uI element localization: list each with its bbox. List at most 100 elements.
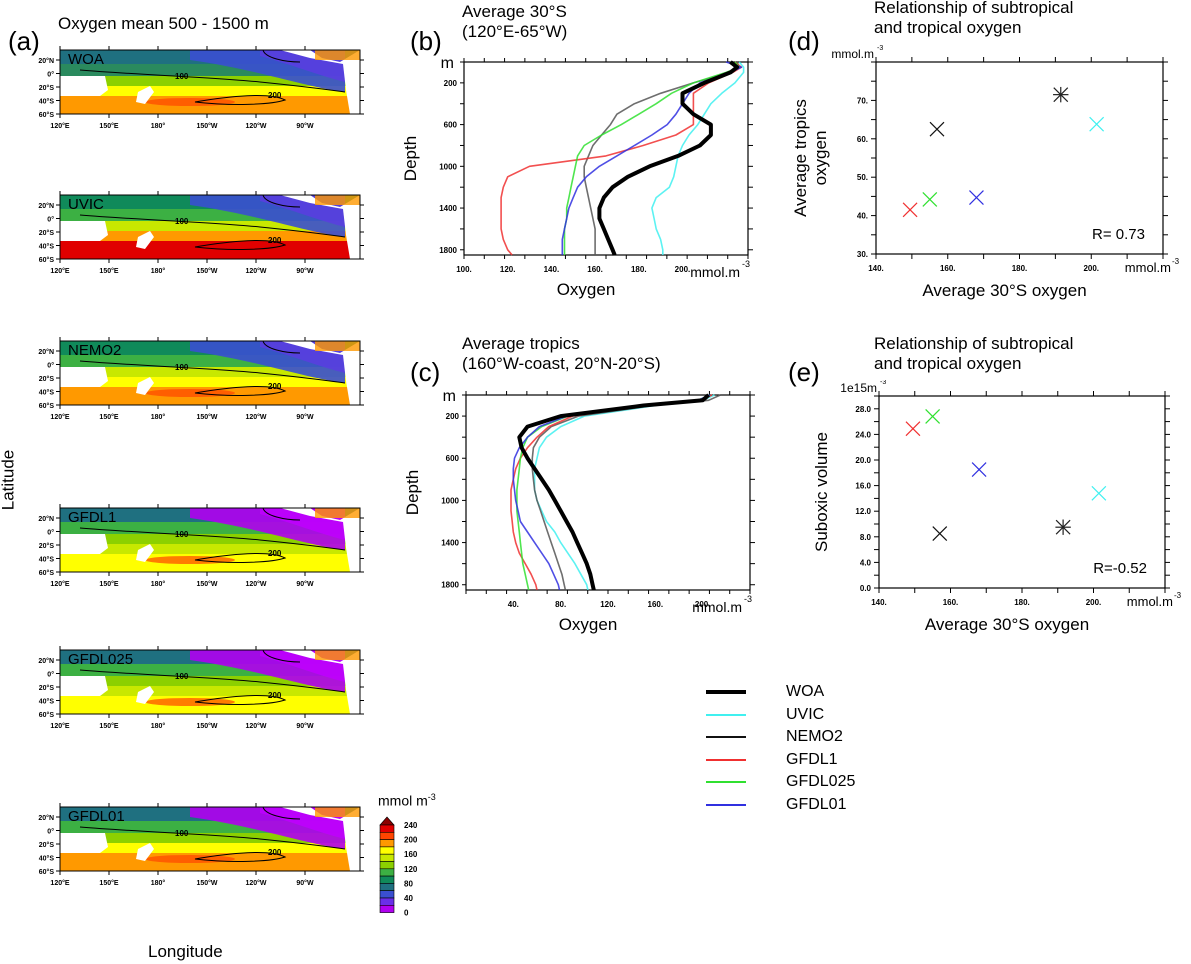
- map-lat-tick-label: 20°S: [39, 542, 55, 550]
- legend-label: GFDL01: [786, 795, 847, 813]
- panel-label-a: (a): [8, 26, 40, 56]
- x-tick-label: 140.: [868, 264, 884, 273]
- data-point-uvic: [1089, 116, 1105, 132]
- legend-swatch: [706, 803, 746, 806]
- map-lat-tick-label: 0°: [47, 71, 54, 79]
- map-lat-tick-label: 20°N: [38, 202, 54, 210]
- x-tick-label: 160.: [943, 598, 959, 607]
- map-oxygen-band: [60, 833, 360, 843]
- map-lon-tick-label: 150°W: [196, 580, 217, 588]
- land-south-america: [343, 64, 360, 114]
- contour-omz: [262, 806, 301, 820]
- colorbar-segment: [379, 875, 395, 884]
- marker-stroke: [969, 190, 984, 205]
- y-tick-label: 20.0: [855, 456, 871, 465]
- map-oxygen-band: [60, 76, 360, 86]
- contour-200: [194, 553, 287, 563]
- x-tick-label: 200.: [675, 265, 691, 274]
- contour-label-200: 200: [268, 91, 282, 100]
- colorbar-segment: [379, 831, 395, 840]
- map-lat-tick-label: 60°S: [39, 569, 55, 577]
- panel-c-title-line2: (160°W-coast, 20°N-20°S): [462, 354, 661, 373]
- x-tick-label: 180.: [1014, 598, 1030, 607]
- y-unit-label: m: [441, 55, 454, 72]
- panel-e-title-line2: and tropical oxygen: [874, 354, 1022, 373]
- map-high-oxygen-patch: [145, 855, 235, 863]
- land-south-america: [343, 821, 360, 871]
- data-point-nemo2: [932, 526, 948, 542]
- x-unit-superscript: -3: [744, 594, 752, 604]
- map-lat-tick-label: 0°: [47, 671, 54, 679]
- map-x-axis-label: Longitude: [148, 942, 223, 961]
- land-australia: [60, 534, 108, 554]
- map-lon-tick-label: 120°W: [245, 722, 266, 730]
- data-point-woa: [1053, 86, 1069, 103]
- map-lon-tick-label: 120°E: [50, 580, 69, 588]
- panel-label-c: (c): [410, 357, 441, 387]
- map-lon-tick-label: 150°W: [196, 122, 217, 130]
- y-tick-label: 200: [444, 79, 458, 88]
- colorbar-title-sup: -3: [427, 792, 436, 802]
- map-lat-tick-label: 40°S: [39, 556, 55, 564]
- contour-label-200: 200: [268, 691, 282, 700]
- y-tick-label: 8.0: [860, 533, 872, 542]
- map-lat-tick-label: 20°S: [39, 375, 55, 383]
- land-australia: [60, 833, 108, 853]
- map-lat-tick-label: 60°S: [39, 256, 55, 264]
- contour-label-100: 100: [175, 530, 189, 539]
- map-lon-tick-label: 90°W: [296, 122, 314, 130]
- panel-c-title-line1: Average tropics: [462, 334, 580, 353]
- y-tick-label: 600: [444, 121, 458, 130]
- map-plot-area: 100 200: [60, 507, 360, 572]
- y-tick-label: 30.: [857, 250, 868, 259]
- legend-swatch: [706, 713, 746, 716]
- colorbar-segment: [379, 853, 395, 862]
- y-tick-label: 4.0: [860, 558, 872, 567]
- legend-item-uvic: UVIC: [706, 704, 824, 726]
- map-y-axis-label: Latitude: [0, 449, 18, 511]
- legend-item-gfdl1: GFDL1: [706, 749, 838, 771]
- contour-100: [79, 360, 346, 384]
- panel-label-b: (b): [410, 26, 442, 56]
- y-tick-label: 12.0: [855, 507, 871, 516]
- contour-label-200: 200: [268, 549, 282, 558]
- scatter-chart-tropics-oxygen: 140. 160. 180. 200.30.40.50.60.70.mmol.m -3m…: [791, 45, 1180, 300]
- map-caribbean: [315, 807, 360, 817]
- colorbar-segment: [379, 883, 395, 892]
- contour-label-100: 100: [175, 363, 189, 372]
- map-lat-tick-label: 20°S: [39, 841, 55, 849]
- land-south-america: [343, 664, 360, 714]
- colorbar-tick-label: 80: [404, 879, 413, 888]
- map-lat-tick-label: 20°N: [38, 348, 54, 356]
- correlation-annotation: R= 0.73: [1092, 226, 1145, 243]
- map-frame: [59, 649, 361, 715]
- colorbar-segment: [379, 905, 395, 913]
- map-lon-tick-label: 150°E: [99, 122, 118, 130]
- panel-b-title: Average 30°S (120°E-65°W): [462, 2, 567, 42]
- x-unit-superscript: -3: [742, 259, 750, 269]
- map-lon-tick-label: 120°E: [50, 267, 69, 275]
- map-lon-tick-label: 120°E: [50, 413, 69, 421]
- correlation-annotation: R=-0.52: [1093, 560, 1147, 577]
- y-tick-label: 1000: [439, 162, 457, 171]
- contour-omz: [262, 49, 301, 63]
- map-lat-tick-label: 20°S: [39, 229, 55, 237]
- x-tick-label: 180.: [1012, 264, 1028, 273]
- map-lat-tick-label: 0°: [47, 216, 54, 224]
- map-lon-tick-label: 90°W: [296, 267, 314, 275]
- data-point-gfdl01: [971, 462, 987, 478]
- data-point-nemo2: [929, 121, 945, 137]
- x-tick-label: 200.: [1086, 598, 1102, 607]
- map-lon-tick-label: 180°: [151, 879, 166, 887]
- map-woa: 100 200 WOA 120°E 150°E 180° 150°W 120°W 90°W 20°…: [38, 46, 364, 130]
- land-new-zealand: [136, 843, 154, 861]
- x-unit-superscript: -3: [1174, 591, 1182, 600]
- colorbar-tick-label: 240: [404, 821, 418, 830]
- map-lat-tick-label: 0°: [47, 362, 54, 370]
- marker-stroke: [1089, 116, 1105, 132]
- map-oxygen-band: [60, 221, 360, 231]
- map-frame: [59, 49, 361, 115]
- colorbar-segment: [379, 846, 395, 855]
- map-lon-tick-label: 120°W: [245, 413, 266, 421]
- y-tick-label: 0.0: [860, 584, 872, 593]
